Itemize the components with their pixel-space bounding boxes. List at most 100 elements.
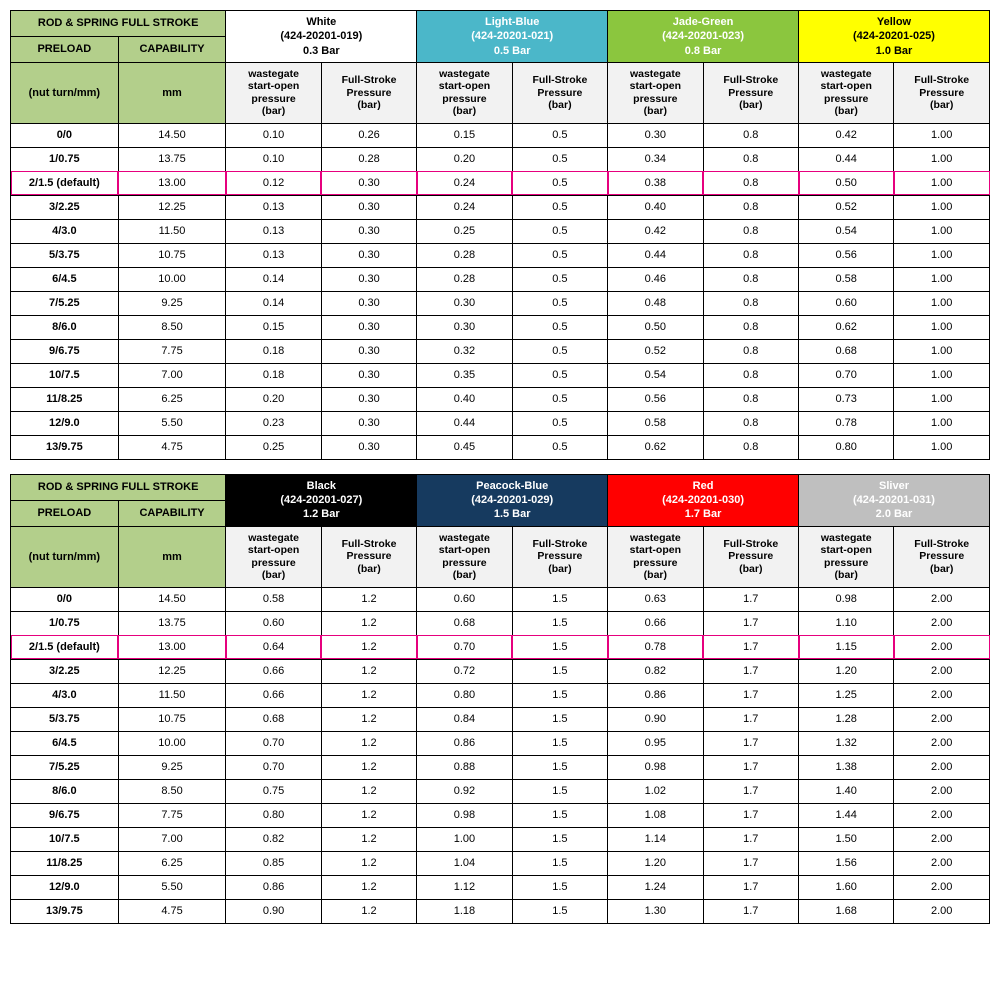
data-cell: 2.00 — [894, 803, 990, 827]
data-cell: 0.10 — [226, 147, 321, 171]
data-cell: 0.18 — [226, 339, 321, 363]
data-cell: 1.00 — [894, 435, 990, 459]
data-cell: 0.30 — [417, 291, 512, 315]
data-cell: 1.38 — [799, 755, 894, 779]
table-row: 13/9.754.750.250.300.450.50.620.80.801.0… — [11, 435, 990, 459]
data-cell: 0.25 — [226, 435, 321, 459]
data-cell: 0.98 — [417, 803, 512, 827]
data-cell: 1.18 — [417, 899, 512, 923]
data-cell: 0.48 — [608, 291, 703, 315]
data-cell: 0.78 — [799, 411, 894, 435]
data-cell: 2.00 — [894, 707, 990, 731]
data-cell: 0.38 — [608, 171, 703, 195]
preload-cell: 9/6.75 — [11, 339, 119, 363]
preload-cell: 11/8.25 — [11, 387, 119, 411]
data-cell: 0.5 — [512, 291, 607, 315]
data-cell: 0.82 — [608, 659, 703, 683]
data-cell: 1.00 — [894, 243, 990, 267]
data-cell: 0.8 — [703, 195, 798, 219]
fullstroke-header: Full-StrokePressure(bar) — [703, 62, 798, 123]
data-cell: 0.30 — [321, 435, 416, 459]
preload-cell: 3/2.25 — [11, 195, 119, 219]
data-cell: 0.28 — [417, 267, 512, 291]
preload-cell: 5/3.75 — [11, 243, 119, 267]
data-cell: 1.08 — [608, 803, 703, 827]
preload-cell: 6/4.5 — [11, 267, 119, 291]
data-cell: 0.5 — [512, 339, 607, 363]
wastegate-header: wastegatestart-openpressure(bar) — [799, 62, 894, 123]
preload-cell: 9/6.75 — [11, 803, 119, 827]
spring-header: Jade-Green(424-20201-023)0.8 Bar — [608, 11, 799, 63]
fullstroke-header: Full-StrokePressure(bar) — [321, 526, 416, 587]
data-cell: 0.30 — [321, 267, 416, 291]
capability-cell: 10.00 — [118, 267, 226, 291]
preload-cell: 1/0.75 — [11, 147, 119, 171]
table-row: 10/7.57.000.180.300.350.50.540.80.701.00 — [11, 363, 990, 387]
data-cell: 0.90 — [608, 707, 703, 731]
data-cell: 0.34 — [608, 147, 703, 171]
data-cell: 1.2 — [321, 611, 416, 635]
table-row: 13/9.754.750.901.21.181.51.301.71.682.00 — [11, 899, 990, 923]
preload-cell: 8/6.0 — [11, 779, 119, 803]
data-cell: 0.80 — [799, 435, 894, 459]
table-title: ROD & SPRING FULL STROKE — [11, 474, 226, 500]
table-row: 1/0.7513.750.100.280.200.50.340.80.441.0… — [11, 147, 990, 171]
data-cell: 2.00 — [894, 731, 990, 755]
data-cell: 0.8 — [703, 243, 798, 267]
spring-header: White(424-20201-019)0.3 Bar — [226, 11, 417, 63]
data-cell: 0.30 — [321, 195, 416, 219]
data-cell: 0.30 — [608, 123, 703, 147]
preload-cell: 2/1.5 (default) — [11, 635, 119, 659]
wastegate-header: wastegatestart-openpressure(bar) — [417, 62, 512, 123]
capability-cell: 13.75 — [118, 611, 226, 635]
table-row: 10/7.57.000.821.21.001.51.141.71.502.00 — [11, 827, 990, 851]
data-cell: 0.5 — [512, 123, 607, 147]
data-cell: 0.32 — [417, 339, 512, 363]
preload-cell: 7/5.25 — [11, 291, 119, 315]
data-cell: 1.00 — [894, 171, 990, 195]
data-cell: 0.68 — [417, 611, 512, 635]
data-cell: 0.8 — [703, 435, 798, 459]
capability-cell: 12.25 — [118, 659, 226, 683]
data-cell: 1.5 — [512, 851, 607, 875]
preload-cell: 10/7.5 — [11, 363, 119, 387]
wastegate-header: wastegatestart-openpressure(bar) — [226, 62, 321, 123]
data-cell: 0.14 — [226, 267, 321, 291]
preload-cell: 0/0 — [11, 587, 119, 611]
data-cell: 0.20 — [226, 387, 321, 411]
data-cell: 0.18 — [226, 363, 321, 387]
preload-cell: 3/2.25 — [11, 659, 119, 683]
capability-header: CAPABILITY — [118, 36, 226, 62]
data-cell: 0.12 — [226, 171, 321, 195]
data-cell: 0.42 — [608, 219, 703, 243]
data-cell: 2.00 — [894, 875, 990, 899]
data-cell: 1.15 — [799, 635, 894, 659]
capability-cell: 10.00 — [118, 731, 226, 755]
data-cell: 0.70 — [226, 731, 321, 755]
data-cell: 2.00 — [894, 851, 990, 875]
capability-cell: 14.50 — [118, 123, 226, 147]
data-cell: 0.30 — [417, 315, 512, 339]
data-cell: 0.60 — [417, 587, 512, 611]
data-cell: 1.5 — [512, 899, 607, 923]
capability-cell: 4.75 — [118, 435, 226, 459]
data-cell: 0.78 — [608, 635, 703, 659]
capability-cell: 5.50 — [118, 875, 226, 899]
data-cell: 0.52 — [799, 195, 894, 219]
data-cell: 1.2 — [321, 755, 416, 779]
data-cell: 0.73 — [799, 387, 894, 411]
table-row: 0/014.500.100.260.150.50.300.80.421.00 — [11, 123, 990, 147]
fullstroke-header: Full-StrokePressure(bar) — [703, 526, 798, 587]
data-cell: 1.5 — [512, 779, 607, 803]
data-cell: 0.5 — [512, 315, 607, 339]
capability-cell: 5.50 — [118, 411, 226, 435]
data-cell: 0.58 — [799, 267, 894, 291]
table-title: ROD & SPRING FULL STROKE — [11, 11, 226, 37]
data-cell: 0.56 — [799, 243, 894, 267]
capability-cell: 10.75 — [118, 707, 226, 731]
capability-cell: 7.75 — [118, 803, 226, 827]
data-cell: 0.50 — [608, 315, 703, 339]
data-cell: 1.7 — [703, 755, 798, 779]
data-cell: 1.00 — [894, 363, 990, 387]
wastegate-header: wastegatestart-openpressure(bar) — [226, 526, 321, 587]
